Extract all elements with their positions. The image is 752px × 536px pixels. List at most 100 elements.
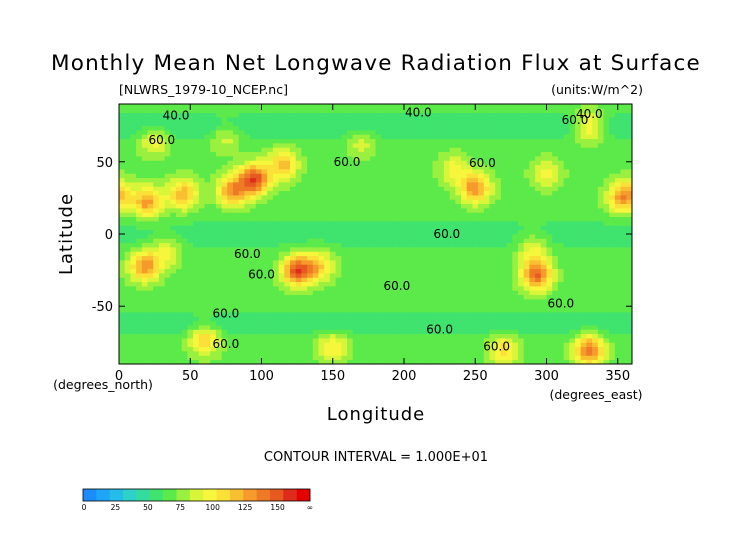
field-cell xyxy=(392,251,399,257)
field-cell xyxy=(341,138,348,144)
field-cell xyxy=(569,260,576,265)
field-cell xyxy=(261,173,268,179)
field-cell xyxy=(563,338,570,343)
field-cell xyxy=(176,307,183,313)
field-cell xyxy=(227,342,234,348)
field-cell xyxy=(312,342,319,348)
field-cell xyxy=(158,286,165,291)
field-cell xyxy=(529,316,536,322)
field-cell xyxy=(580,147,587,153)
field-cell xyxy=(227,234,234,239)
field-cell xyxy=(295,234,302,239)
field-cell xyxy=(569,164,576,170)
field-cell xyxy=(255,208,262,213)
field-cell xyxy=(153,359,160,365)
field-cell xyxy=(193,286,200,291)
field-cell xyxy=(398,329,405,335)
field-cell xyxy=(483,130,490,135)
field-cell xyxy=(455,277,462,283)
field-cell xyxy=(586,225,593,231)
field-cell xyxy=(575,203,582,209)
field-cell xyxy=(443,316,450,322)
field-cell xyxy=(563,333,570,339)
field-cell xyxy=(153,143,160,148)
field-cell xyxy=(284,307,291,313)
field-cell xyxy=(495,221,502,226)
field-cell xyxy=(495,134,502,140)
field-cell xyxy=(449,294,456,300)
field-cell xyxy=(557,255,564,261)
field-cell xyxy=(176,199,183,205)
field-cell xyxy=(614,342,621,348)
field-cell xyxy=(523,169,530,174)
field-cell xyxy=(233,329,240,335)
field-cell xyxy=(432,160,439,166)
field-cell xyxy=(158,212,165,218)
field-cell xyxy=(295,286,302,291)
field-cell xyxy=(415,247,422,252)
field-cell xyxy=(489,125,496,131)
field-cell xyxy=(603,333,610,339)
field-cell xyxy=(597,281,604,287)
field-cell xyxy=(472,277,479,283)
field-cell xyxy=(386,255,393,261)
field-cell xyxy=(443,247,450,252)
field-cell xyxy=(375,195,382,200)
field-cell xyxy=(193,290,200,296)
field-cell xyxy=(181,290,188,296)
field-cell xyxy=(478,160,485,166)
field-cell xyxy=(187,151,194,157)
field-cell xyxy=(119,186,126,192)
field-cell xyxy=(329,216,336,222)
field-cell xyxy=(255,125,262,131)
field-cell xyxy=(614,221,621,226)
field-cell xyxy=(244,143,251,148)
field-cell xyxy=(546,303,553,309)
field-cell xyxy=(552,303,559,309)
field-cell xyxy=(409,173,416,179)
field-cell xyxy=(580,238,587,244)
field-cell xyxy=(227,273,234,278)
field-cell xyxy=(563,173,570,179)
field-cell xyxy=(478,338,485,343)
field-cell xyxy=(404,225,411,231)
field-cell xyxy=(193,212,200,218)
field-cell xyxy=(546,316,553,322)
field-cell xyxy=(278,208,285,213)
field-cell xyxy=(181,333,188,339)
field-cell xyxy=(119,203,126,209)
field-cell xyxy=(449,208,456,213)
field-cell xyxy=(506,208,513,213)
field-cell xyxy=(364,316,371,322)
field-cell xyxy=(540,251,547,257)
field-cell xyxy=(158,290,165,296)
field-cell xyxy=(255,277,262,283)
field-cell xyxy=(255,156,262,161)
field-cell xyxy=(626,299,633,304)
field-cell xyxy=(438,156,445,161)
field-cell xyxy=(580,281,587,287)
field-cell xyxy=(421,251,428,257)
field-cell xyxy=(404,134,411,140)
field-cell xyxy=(261,156,268,161)
field-cell xyxy=(466,195,473,200)
field-cell xyxy=(301,264,308,270)
field-cell xyxy=(329,290,336,296)
field-cell xyxy=(620,238,627,244)
field-cell xyxy=(404,342,411,348)
field-cell xyxy=(580,342,587,348)
field-cell xyxy=(176,234,183,239)
field-cell xyxy=(210,151,217,157)
field-cell xyxy=(603,203,610,209)
field-cell xyxy=(375,225,382,231)
field-cell xyxy=(626,238,633,244)
field-cell xyxy=(181,186,188,192)
field-cell xyxy=(335,359,342,365)
field-cell xyxy=(358,186,365,192)
field-cell xyxy=(307,203,314,209)
field-cell xyxy=(563,151,570,157)
field-cell xyxy=(193,234,200,239)
field-cell xyxy=(198,177,205,183)
field-cell xyxy=(369,177,376,183)
field-cell xyxy=(210,333,217,339)
